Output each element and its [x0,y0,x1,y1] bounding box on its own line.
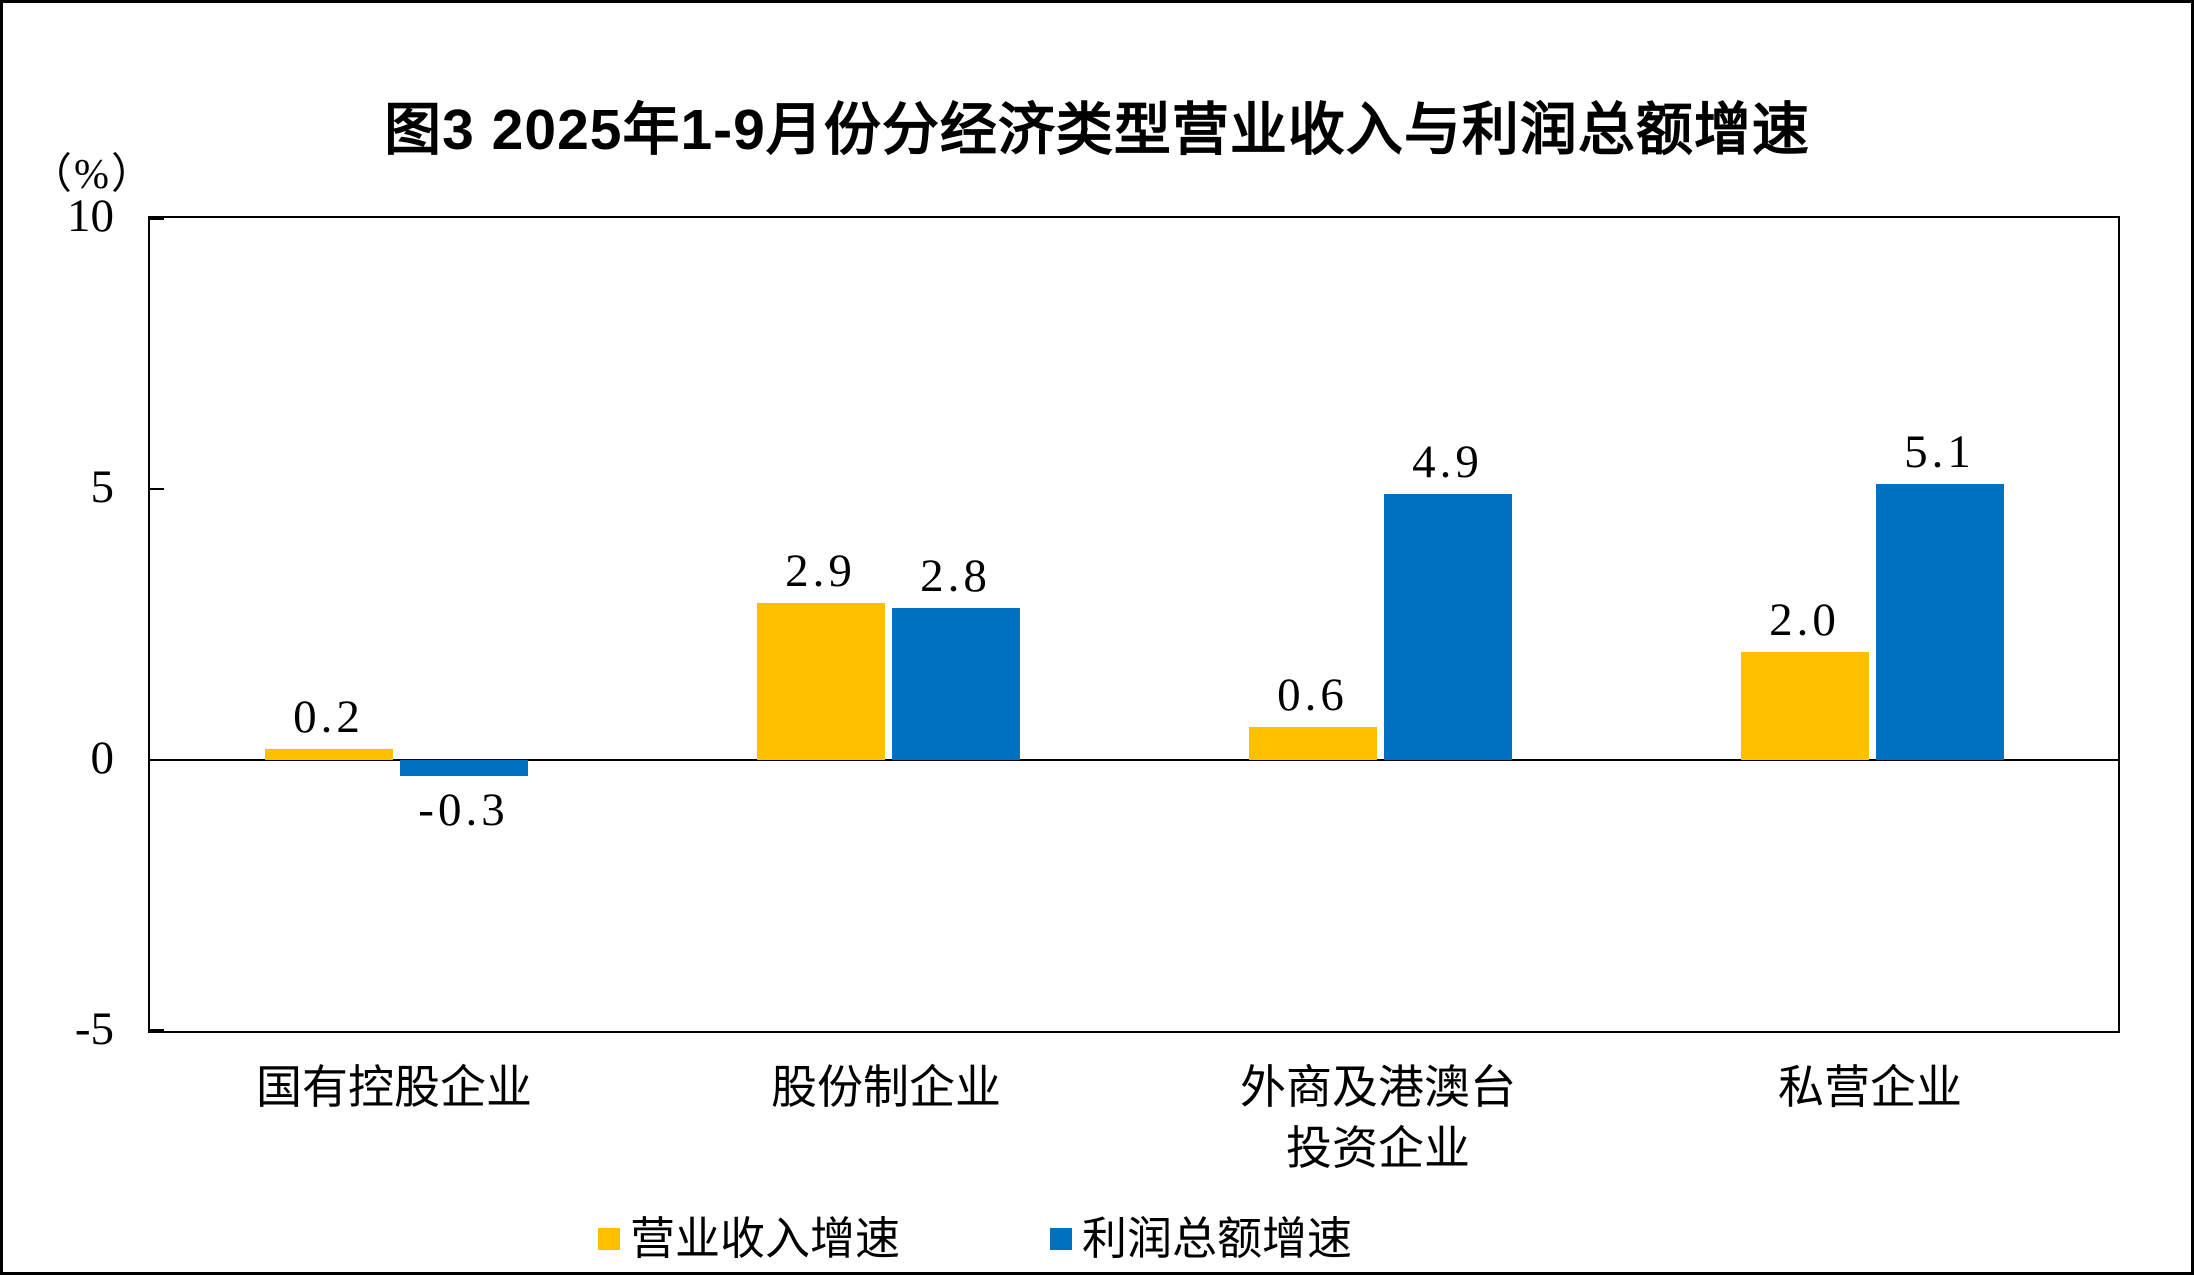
y-axis-tick-labels: 10 5 0 -5 [0,190,128,1055]
zero-gridline [150,759,2118,761]
x-category-label: 外商及港澳台 投资企业 [1240,1062,1516,1174]
legend-item-revenue: 营业收入增速 [598,1210,900,1268]
y-tick-label: 0 [90,732,115,784]
bar-营业收入增速-国有控股企业 [264,749,393,760]
y-tick-mark [150,1029,164,1031]
y-tick-label: 10 [67,190,114,242]
bar-value-label: 2.8 [920,550,991,603]
x-category-label: 股份制企业 [771,1062,1001,1113]
y-tick-mark [150,488,164,490]
x-category-label: 私营企业 [1778,1062,1962,1113]
bar-value-label: 0.6 [1277,669,1348,722]
y-tick-mark [150,218,164,220]
y-tick-label: -5 [74,1003,114,1055]
plot-area: 0.2 2.9 0.6 2.0 -0.3 2.8 4.9 5.1 [148,216,2120,1033]
bar-营业收入增速-私营企业 [1740,651,1869,760]
bar-利润总额增速-外商及港澳台 [1383,494,1512,760]
legend-swatch-revenue [598,1228,620,1250]
bar-value-label: -0.3 [418,784,509,837]
bar-value-label: 5.1 [1904,425,1975,478]
x-axis-category-labels: 国有控股企业 股份制企业 外商及港澳台 投资企业 私营企业 [148,1058,2120,1208]
bar-value-label: 2.9 [785,544,856,597]
bar-利润总额增速-私营企业 [1875,483,2004,760]
x-category-label: 国有控股企业 [256,1062,532,1113]
legend-swatch-profit [1050,1228,1073,1250]
bar-营业收入增速-外商及港澳台 [1248,727,1377,760]
y-axis-unit-label: （%） [30,152,155,198]
bar-value-label: 4.9 [1412,436,1483,489]
legend: 营业收入增速 利润总额增速 [598,1210,1352,1268]
bar-营业收入增速-股份制企业 [756,602,885,760]
y-tick-label: 5 [90,461,115,513]
legend-label-revenue: 营业收入增速 [630,1214,901,1264]
bar-value-label: 2.0 [1769,593,1840,646]
bar-利润总额增速-国有控股企业 [399,760,528,777]
legend-item-profit: 利润总额增速 [1050,1210,1352,1268]
chart-title: 图3 2025年1-9月份分经济类型营业收入与利润总额增速 [384,98,1810,162]
legend-label-profit: 利润总额增速 [1082,1214,1353,1264]
bar-value-label: 0.2 [293,691,364,744]
bar-利润总额增速-股份制企业 [891,608,1020,760]
